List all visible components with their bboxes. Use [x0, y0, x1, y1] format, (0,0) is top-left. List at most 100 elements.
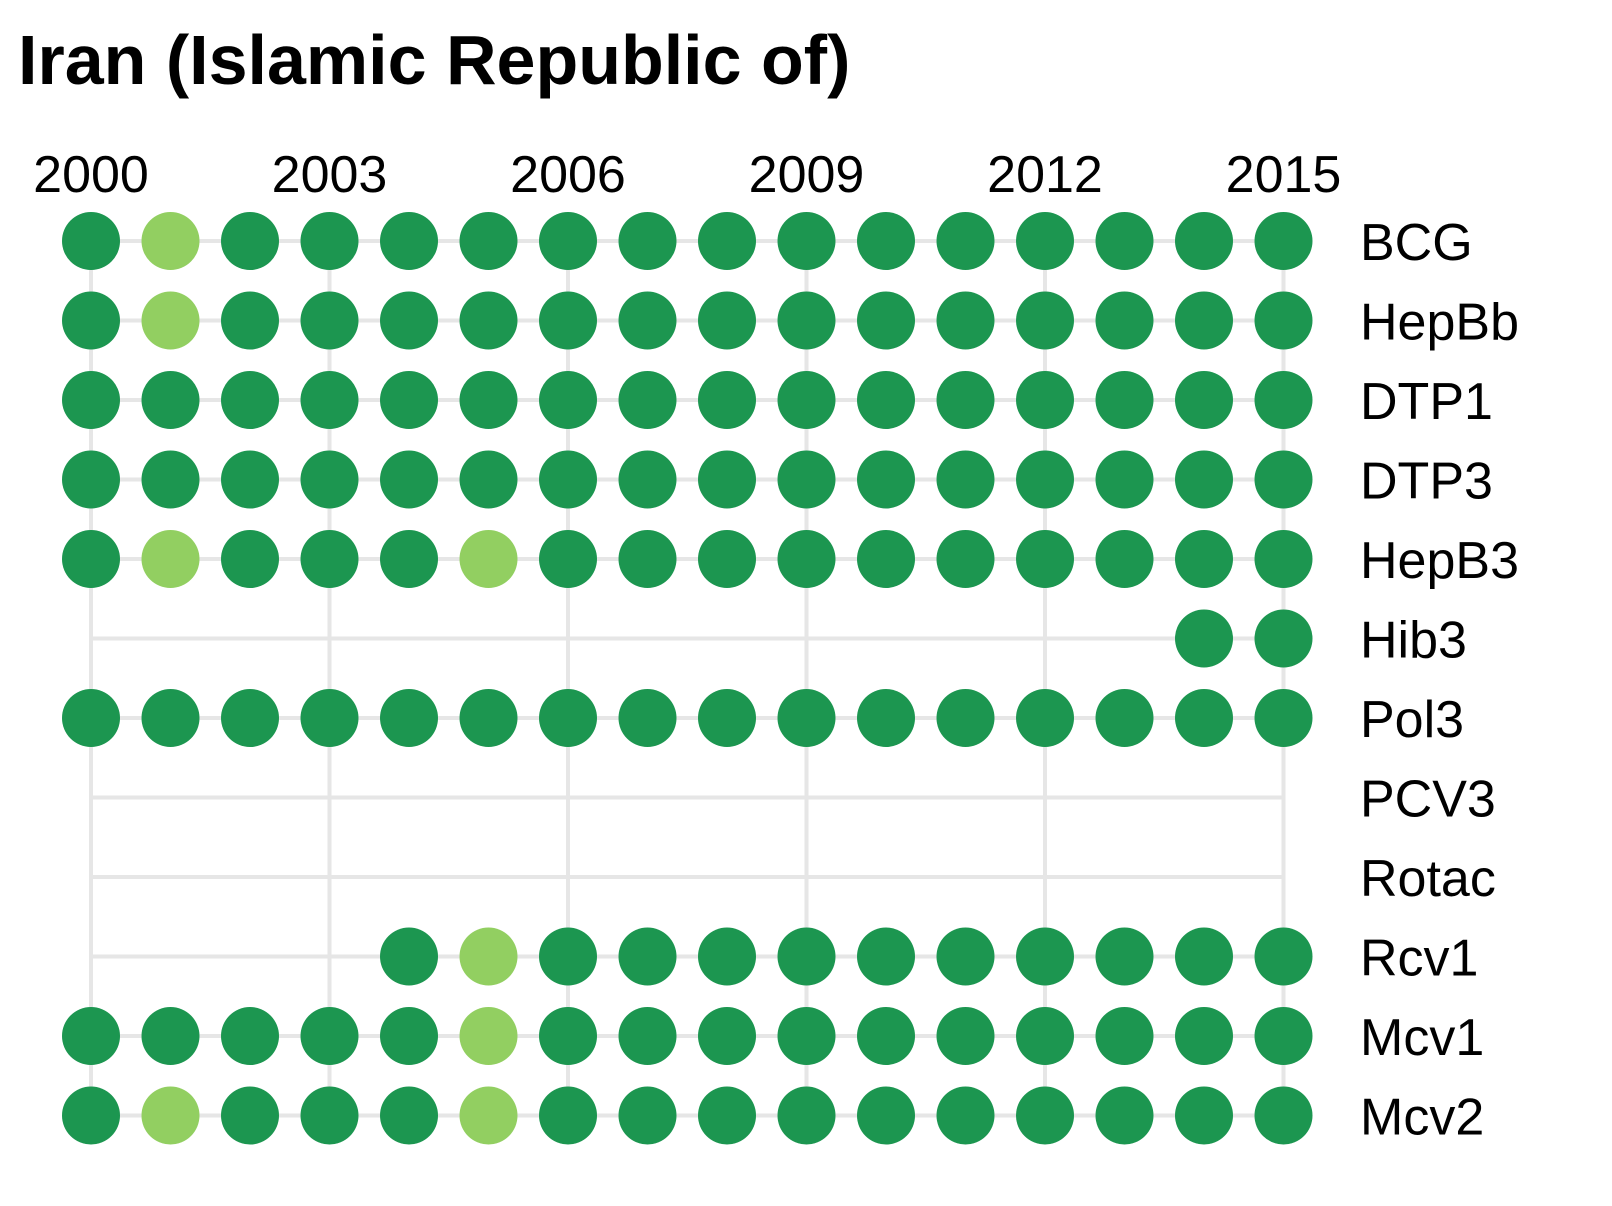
dot-mcv2-2009 [777, 1086, 836, 1145]
dot-bcg-2000 [62, 212, 120, 270]
dot-hepbb-2008 [698, 291, 756, 350]
row-label-mcv2: Mcv2 [1360, 1089, 1484, 1147]
dot-dtp3-2001 [141, 450, 200, 509]
dot-hepb3-2004 [380, 530, 438, 588]
dot-hepb3-2012 [1016, 530, 1074, 588]
dot-mcv1-2007 [618, 1007, 677, 1065]
chart-title: Iran (Islamic Republic of) [18, 21, 850, 99]
dot-dtp1-2014 [1175, 371, 1233, 429]
grid-layer [89, 239, 1286, 1118]
dot-dtp3-2011 [936, 450, 995, 509]
dot-mcv1-2002 [221, 1007, 279, 1065]
dot-pol3-2004 [380, 689, 438, 747]
dot-bcg-2007 [618, 212, 677, 270]
dot-dtp3-2010 [857, 450, 915, 509]
dot-mcv1-2008 [698, 1007, 756, 1065]
dot-pol3-2013 [1095, 689, 1154, 747]
year-tick-label: 2003 [272, 146, 388, 204]
dot-hepbb-2002 [221, 291, 279, 350]
dot-hepb3-2008 [698, 530, 756, 588]
dot-hepb3-2014 [1175, 530, 1233, 588]
dot-hepb3-2001 [141, 530, 200, 588]
dot-dtp3-2002 [221, 450, 279, 509]
dot-bcg-2014 [1175, 212, 1233, 270]
dot-dtp1-2008 [698, 371, 756, 429]
dot-mcv1-2003 [300, 1007, 359, 1065]
dot-bcg-2012 [1016, 212, 1074, 270]
dot-mcv2-2011 [936, 1086, 995, 1145]
dot-hepb3-2007 [618, 530, 677, 588]
dot-mcv1-2005 [459, 1007, 518, 1065]
row-label-hepbb: HepBb [1360, 294, 1519, 352]
dot-rcv1-2007 [618, 927, 677, 986]
dot-mcv2-2002 [221, 1086, 279, 1145]
dot-mcv2-2010 [857, 1086, 915, 1145]
dot-dtp1-2011 [936, 371, 995, 429]
dot-hepbb-2004 [380, 291, 438, 350]
dot-hepb3-2003 [300, 530, 359, 588]
dot-dtp1-2003 [300, 371, 359, 429]
dot-dtp1-2007 [618, 371, 677, 429]
dot-bcg-2010 [857, 212, 915, 270]
dot-bcg-2004 [380, 212, 438, 270]
dot-hepbb-2015 [1254, 291, 1313, 350]
dot-hepbb-2003 [300, 291, 359, 350]
row-label-hepb3: HepB3 [1360, 532, 1519, 590]
dot-rcv1-2015 [1254, 927, 1313, 986]
dot-dtp1-2009 [777, 371, 836, 429]
year-tick-label: 2012 [987, 146, 1103, 204]
dot-hepb3-2011 [936, 530, 995, 588]
dot-bcg-2011 [936, 212, 995, 270]
dot-hepb3-2015 [1254, 530, 1313, 588]
dot-bcg-2009 [777, 212, 836, 270]
dot-hepbb-2001 [141, 291, 200, 350]
dot-mcv1-2004 [380, 1007, 438, 1065]
dot-pol3-2012 [1016, 689, 1074, 747]
dot-dtp3-2004 [380, 450, 438, 509]
year-tick-label: 2009 [749, 146, 865, 204]
dot-dtp1-2005 [459, 371, 518, 429]
dot-hepbb-2014 [1175, 291, 1233, 350]
dot-mcv2-2004 [380, 1086, 438, 1145]
dot-hepb3-2006 [539, 530, 597, 588]
dot-hepb3-2000 [62, 530, 120, 588]
dot-hib3-2015 [1254, 609, 1313, 668]
dot-rcv1-2004 [380, 927, 438, 986]
row-label-bcg: BCG [1360, 214, 1473, 272]
dot-hepb3-2005 [459, 530, 518, 588]
dot-mcv1-2012 [1016, 1007, 1074, 1065]
dot-pol3-2007 [618, 689, 677, 747]
year-tick-label: 2015 [1226, 146, 1342, 204]
dot-hepbb-2006 [539, 291, 597, 350]
dot-bcg-2003 [300, 212, 359, 270]
dot-bcg-2008 [698, 212, 756, 270]
dot-dtp1-2004 [380, 371, 438, 429]
dot-dtp3-2014 [1175, 450, 1233, 509]
row-label-rotac: Rotac [1360, 850, 1496, 908]
dot-mcv2-2001 [141, 1086, 200, 1145]
dot-mcv1-2014 [1175, 1007, 1233, 1065]
row-label-rcv1: Rcv1 [1360, 930, 1478, 988]
dot-rcv1-2008 [698, 927, 756, 986]
dot-hepbb-2005 [459, 291, 518, 350]
dot-rcv1-2009 [777, 927, 836, 986]
dot-mcv1-2009 [777, 1007, 836, 1065]
dot-mcv2-2007 [618, 1086, 677, 1145]
dot-mcv1-2010 [857, 1007, 915, 1065]
dot-rcv1-2006 [539, 927, 597, 986]
dot-mcv2-2012 [1016, 1086, 1074, 1145]
dot-hepbb-2013 [1095, 291, 1154, 350]
dot-dtp3-2005 [459, 450, 518, 509]
dot-bcg-2015 [1254, 212, 1313, 270]
dot-dtp3-2006 [539, 450, 597, 509]
dot-hepbb-2012 [1016, 291, 1074, 350]
dot-hepbb-2011 [936, 291, 995, 350]
dot-mcv1-2011 [936, 1007, 995, 1065]
row-label-pol3: Pol3 [1360, 691, 1464, 749]
dot-hepbb-2007 [618, 291, 677, 350]
dot-pol3-2015 [1254, 689, 1313, 747]
dot-dtp1-2000 [62, 371, 120, 429]
dot-dtp3-2013 [1095, 450, 1154, 509]
dot-mcv2-2008 [698, 1086, 756, 1145]
